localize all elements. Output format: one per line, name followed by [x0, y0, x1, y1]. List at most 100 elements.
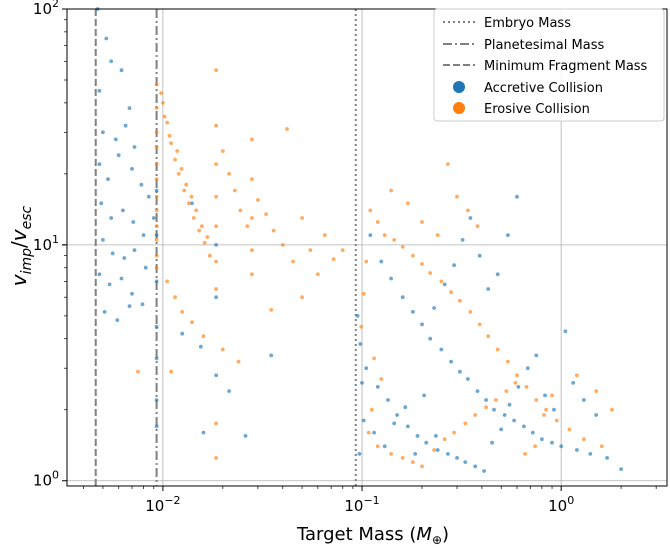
accretive-point — [360, 381, 364, 385]
accretive-point — [530, 430, 535, 435]
accretive-point — [146, 194, 151, 199]
accretive-point — [355, 314, 360, 318]
accretive-point — [619, 467, 623, 471]
erosive-point — [582, 437, 586, 442]
erosive-point — [165, 279, 170, 284]
accretive-point — [214, 373, 219, 378]
accretive-point — [154, 424, 159, 429]
erosive-point — [375, 444, 380, 449]
erosive-point — [473, 413, 478, 417]
accretive-point — [389, 276, 393, 281]
accretive-point — [422, 393, 426, 398]
accretive-point — [540, 437, 544, 442]
accretive-point — [392, 421, 397, 426]
accretive-point — [361, 418, 366, 423]
erosive-point — [136, 369, 140, 374]
erosive-point — [280, 243, 285, 247]
erosive-point — [369, 407, 374, 412]
legend-label-min-fragment: Minimum Fragment Mass — [484, 59, 648, 74]
y-tick-label: 101 — [33, 233, 59, 254]
accretive-point — [507, 402, 512, 407]
accretive-point — [119, 276, 124, 281]
accretive-point — [575, 448, 579, 452]
accretive-point — [127, 304, 132, 308]
accretive-point — [115, 318, 120, 322]
erosive-point — [446, 162, 450, 167]
accretive-point — [588, 452, 593, 456]
accretive-point — [534, 353, 539, 358]
legend-label-planetesimal: Planetesimal Mass — [484, 38, 604, 53]
erosive-point — [452, 430, 456, 435]
accretive-point — [154, 398, 159, 402]
accretive-point — [525, 366, 530, 371]
erosive-point — [495, 347, 500, 352]
erosive-point — [308, 248, 313, 253]
erosive-point — [315, 272, 320, 277]
accretive-point — [99, 201, 104, 206]
accretive-point — [358, 342, 363, 346]
erosive-point — [214, 456, 219, 460]
erosive-point — [154, 177, 159, 182]
accretive-point — [495, 272, 500, 277]
accretive-point — [424, 440, 429, 445]
erosive-point — [475, 224, 480, 229]
erosive-point — [594, 389, 599, 393]
erosive-point — [214, 162, 219, 167]
erosive-point — [411, 253, 415, 258]
erosive-point — [458, 298, 462, 303]
accretive-point — [492, 407, 496, 412]
erosive-point — [359, 324, 364, 329]
erosive-point — [154, 106, 159, 110]
legend-marker-erosive — [453, 102, 465, 114]
accretive-point — [132, 145, 137, 149]
accretive-point — [439, 347, 444, 352]
accretive-point — [502, 413, 507, 417]
erosive-point — [227, 172, 232, 176]
erosive-point — [466, 208, 470, 213]
erosive-point — [285, 127, 289, 131]
erosive-point — [250, 216, 254, 220]
accretive-point — [227, 389, 232, 393]
erosive-point — [575, 373, 579, 378]
accretive-point — [506, 233, 510, 238]
accretive-point — [154, 279, 159, 284]
erosive-point — [428, 271, 433, 275]
accretive-point — [411, 310, 415, 314]
erosive-point — [494, 398, 498, 402]
erosive-point — [250, 272, 254, 277]
accretive-point — [123, 123, 128, 128]
accretive-point — [190, 201, 194, 206]
erosive-point — [154, 265, 159, 270]
accretive-point — [106, 177, 110, 182]
erosive-point — [432, 448, 436, 452]
accretive-point — [415, 434, 420, 438]
accretive-point — [130, 167, 134, 171]
erosive-point — [523, 452, 528, 456]
erosive-point — [190, 320, 194, 325]
accretive-point — [214, 243, 219, 247]
erosive-point — [214, 287, 219, 291]
reference-lines — [94, 9, 357, 486]
accretive-point — [386, 398, 390, 402]
erosive-point — [368, 208, 373, 213]
erosive-point — [411, 460, 415, 464]
erosive-point — [533, 444, 537, 449]
erosive-point — [439, 279, 444, 284]
legend: Embryo Mass Planetesimal Mass Minimum Fr… — [433, 8, 665, 122]
erosive-point — [167, 133, 172, 138]
accretive-point — [269, 353, 274, 358]
erosive-point — [207, 253, 212, 258]
erosive-point — [154, 82, 159, 87]
erosive-point — [420, 464, 424, 469]
accretive-point — [559, 444, 564, 449]
accretive-point — [104, 36, 109, 41]
accretive-point — [132, 248, 137, 253]
accretive-point — [141, 233, 146, 238]
accretive-point — [97, 272, 102, 277]
accretive-point — [463, 460, 468, 464]
x-axis-label: Target Mass (M⊕) — [296, 524, 449, 547]
erosive-point — [250, 137, 254, 142]
erosive-point — [233, 188, 237, 193]
accretive-point — [97, 162, 102, 167]
erosive-point — [389, 452, 393, 456]
